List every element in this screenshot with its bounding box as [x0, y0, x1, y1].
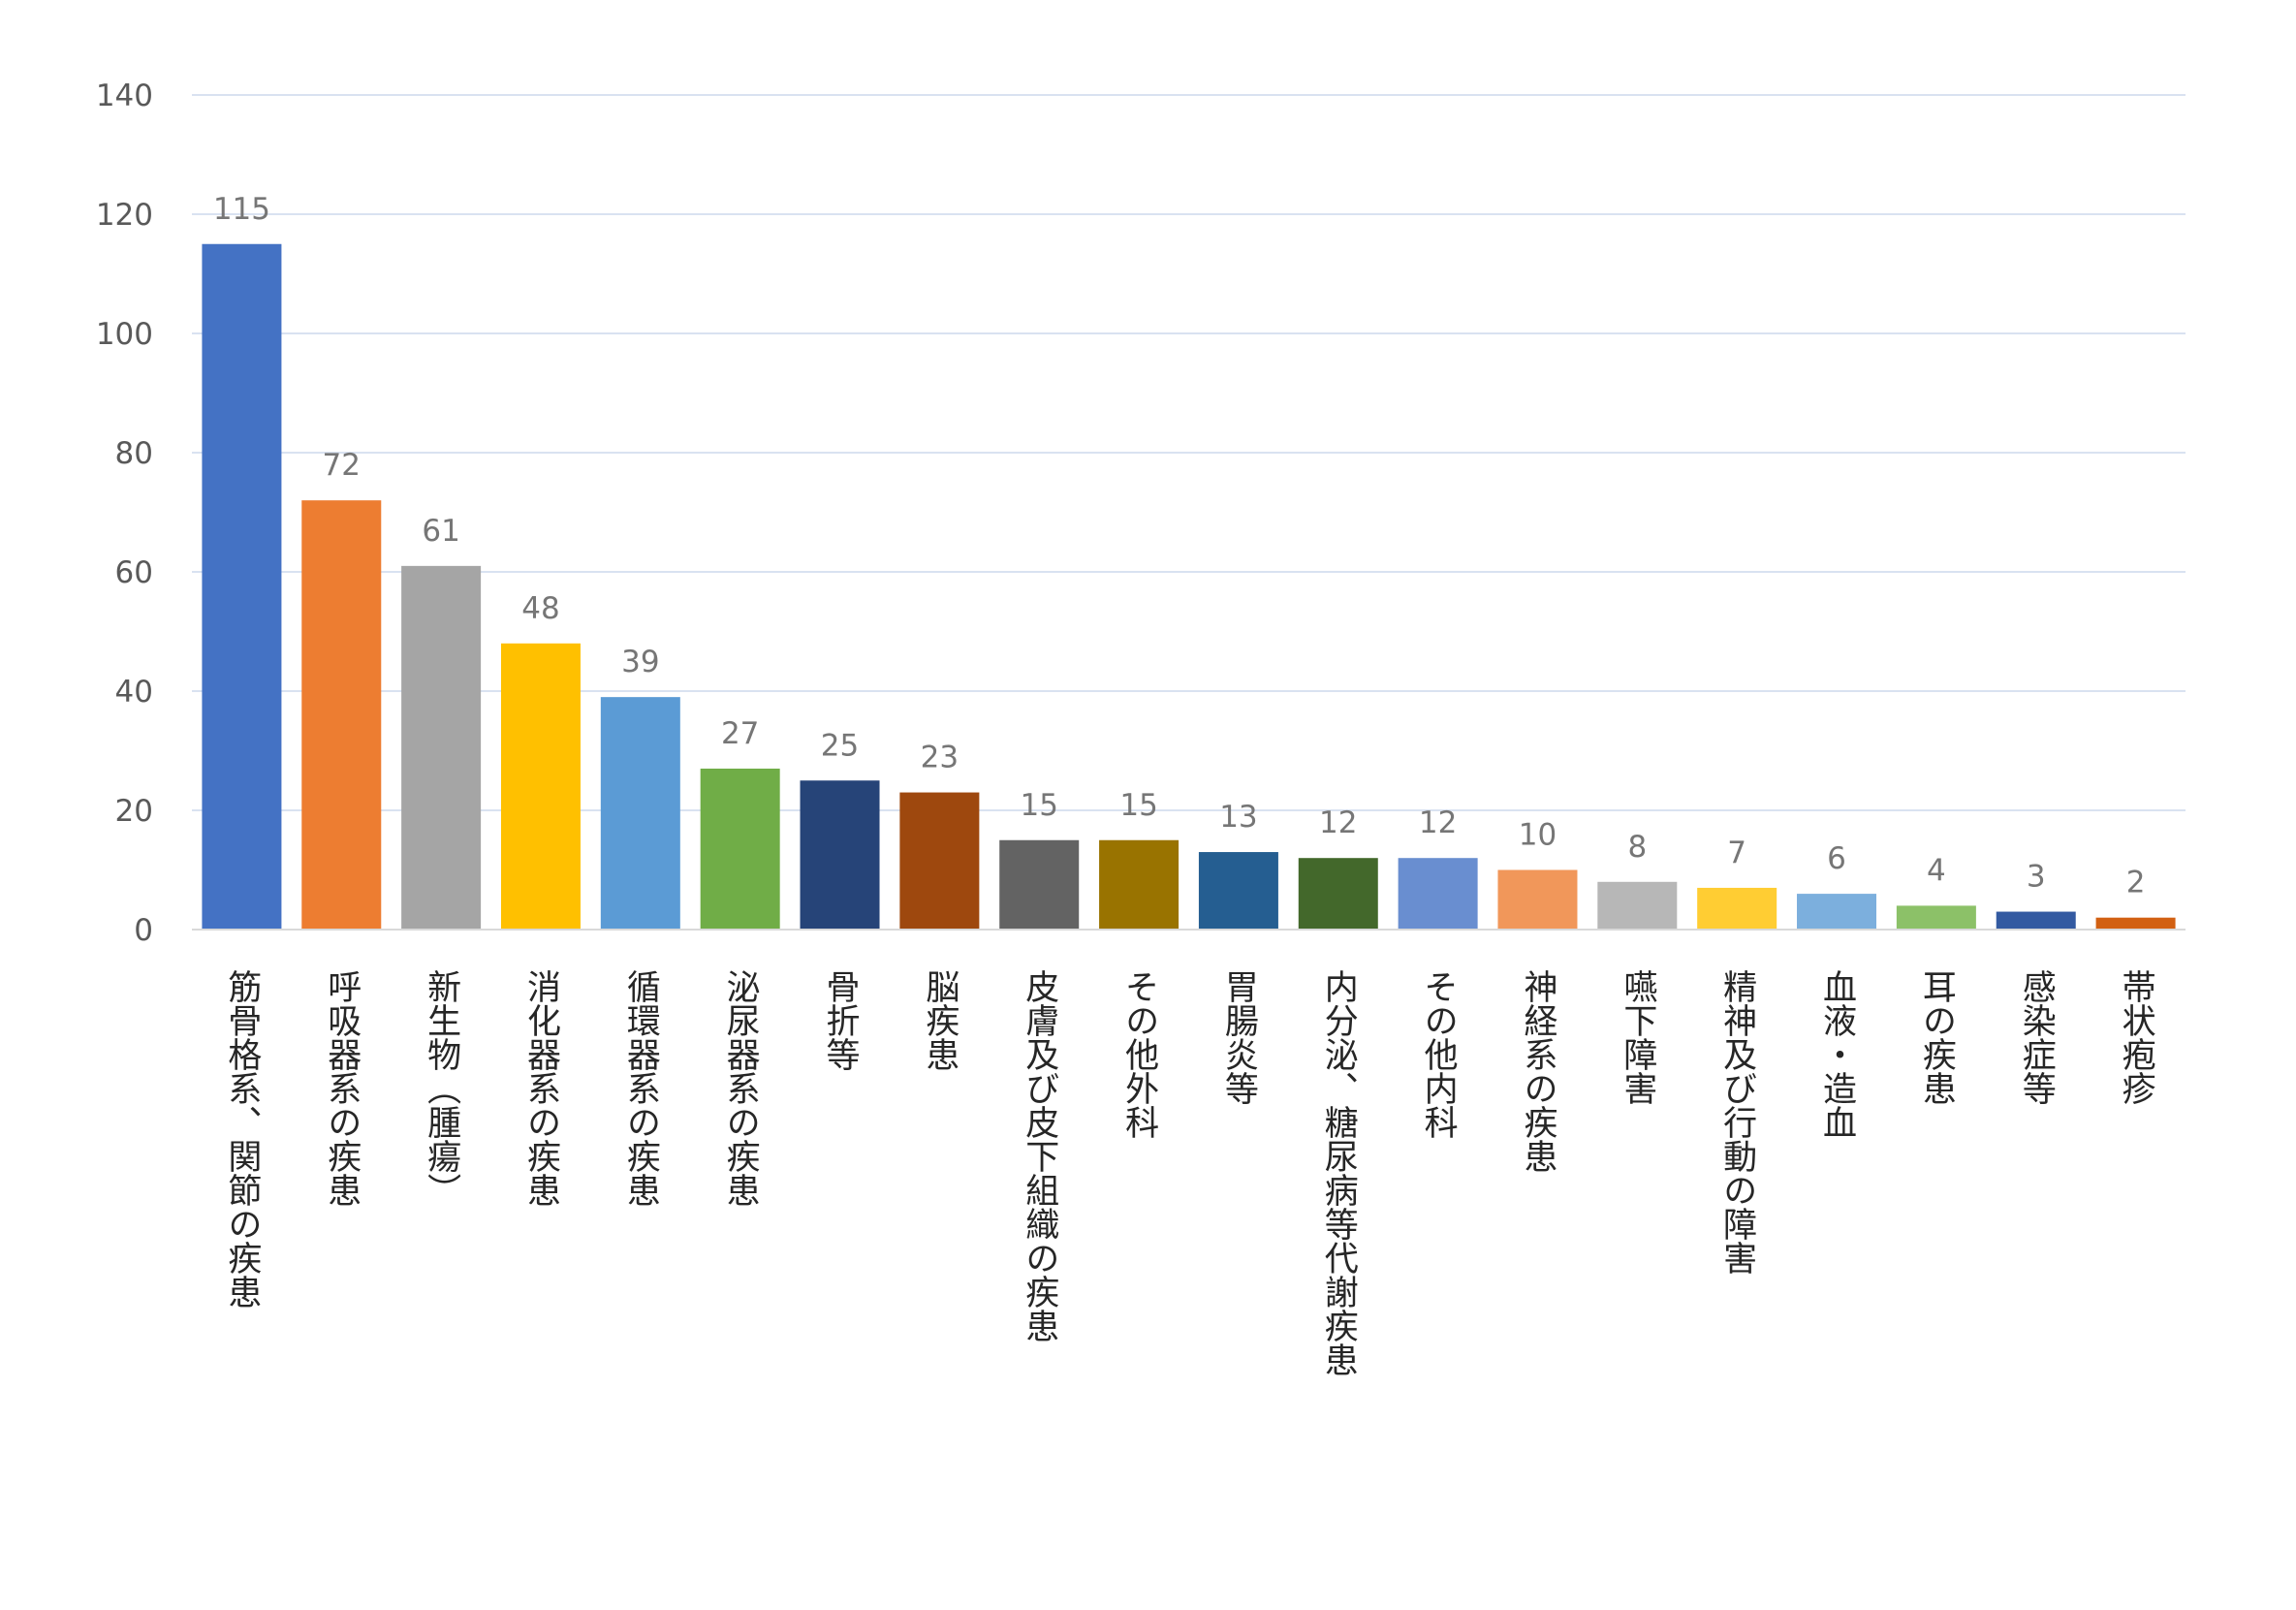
data-label: 15 — [1020, 788, 1057, 823]
data-label: 27 — [721, 716, 759, 751]
category-label: 耳の疾患 — [1917, 969, 1956, 1105]
category-label: 血液・造血 — [1817, 969, 1856, 1139]
category-label: 嚥下障害 — [1618, 969, 1656, 1105]
category-label: 新生物（腫瘍） — [422, 969, 461, 1207]
data-label: 7 — [1727, 836, 1746, 870]
y-tick-label: 40 — [115, 675, 153, 710]
bar — [1797, 894, 1877, 930]
category-label: 皮膚及び皮下組織の疾患 — [1020, 969, 1058, 1342]
y-axis-tick-labels: 0 20 40 60 80 100 120 140 — [96, 79, 153, 948]
y-tick-label: 80 — [115, 436, 153, 471]
data-label: 6 — [1827, 841, 1846, 876]
bar — [1198, 852, 1278, 930]
data-label: 115 — [213, 192, 270, 227]
category-label: 精神及び行動の障害 — [1717, 969, 1757, 1275]
bar — [700, 768, 780, 930]
y-tick-label: 140 — [96, 79, 153, 113]
category-label: 筋骨格系、関節の疾患 — [222, 969, 261, 1309]
bar — [2095, 917, 2176, 930]
category-label: 脳疾患 — [920, 969, 959, 1071]
data-label: 25 — [821, 728, 859, 763]
y-tick-label: 60 — [115, 555, 153, 590]
bar — [301, 500, 382, 930]
data-label: 39 — [621, 645, 659, 679]
bar — [1099, 839, 1179, 930]
bar — [899, 792, 980, 930]
category-label: その他内科 — [1419, 969, 1459, 1139]
y-tick-label: 120 — [96, 198, 153, 233]
bar — [202, 243, 282, 930]
data-label: 3 — [2027, 860, 2046, 895]
data-labels: 115 72 61 48 39 27 25 23 15 15 13 12 12 10 8 7 6 4 3 2 — [213, 192, 2146, 900]
category-label: 循環器系の疾患 — [621, 969, 661, 1207]
bar — [600, 697, 680, 930]
category-label: 骨折等 — [821, 969, 860, 1071]
category-label: 胃腸炎等 — [1219, 969, 1258, 1105]
bar — [999, 839, 1080, 930]
bars — [202, 243, 2176, 930]
category-label: 呼吸器系の疾患 — [322, 969, 361, 1207]
data-label: 48 — [521, 591, 559, 626]
bar — [1896, 905, 1976, 930]
category-label: 感染症等 — [2017, 969, 2056, 1105]
data-label: 72 — [323, 448, 361, 483]
data-label: 61 — [422, 514, 459, 549]
bar — [401, 565, 482, 930]
data-label: 15 — [1119, 788, 1157, 823]
bar — [1497, 869, 1578, 930]
bar — [1697, 887, 1777, 930]
category-label: 帯状疱疹 — [2117, 969, 2155, 1105]
category-label: 泌尿器系の疾患 — [721, 969, 760, 1207]
data-label: 2 — [2126, 866, 2146, 900]
category-label: その他外科 — [1119, 969, 1159, 1139]
bar — [1298, 858, 1378, 930]
bar — [1996, 911, 2076, 930]
category-label: 内分泌、糖尿病等代謝疾患 — [1319, 969, 1359, 1376]
bar — [1398, 858, 1478, 930]
category-label: 神経系の疾患 — [1518, 969, 1557, 1173]
data-label: 13 — [1219, 800, 1257, 835]
data-label: 4 — [1927, 853, 1946, 888]
bar — [800, 780, 880, 930]
y-tick-label: 20 — [115, 794, 153, 829]
data-label: 8 — [1627, 830, 1647, 865]
bar — [500, 643, 581, 930]
data-label: 23 — [921, 741, 959, 775]
x-axis-category-labels: 筋骨格系、関節の疾患 呼吸器系の疾患 新生物（腫瘍） 消化器系の疾患 循環器系の疾患 泌尿… — [222, 969, 2154, 1376]
bar — [1597, 881, 1678, 930]
category-label: 消化器系の疾患 — [521, 969, 560, 1207]
data-label: 10 — [1519, 818, 1557, 853]
y-tick-label: 100 — [96, 317, 153, 352]
data-label: 12 — [1319, 805, 1357, 840]
gridlines — [192, 94, 2186, 811]
data-label: 12 — [1419, 805, 1457, 840]
y-tick-label: 0 — [134, 913, 153, 948]
